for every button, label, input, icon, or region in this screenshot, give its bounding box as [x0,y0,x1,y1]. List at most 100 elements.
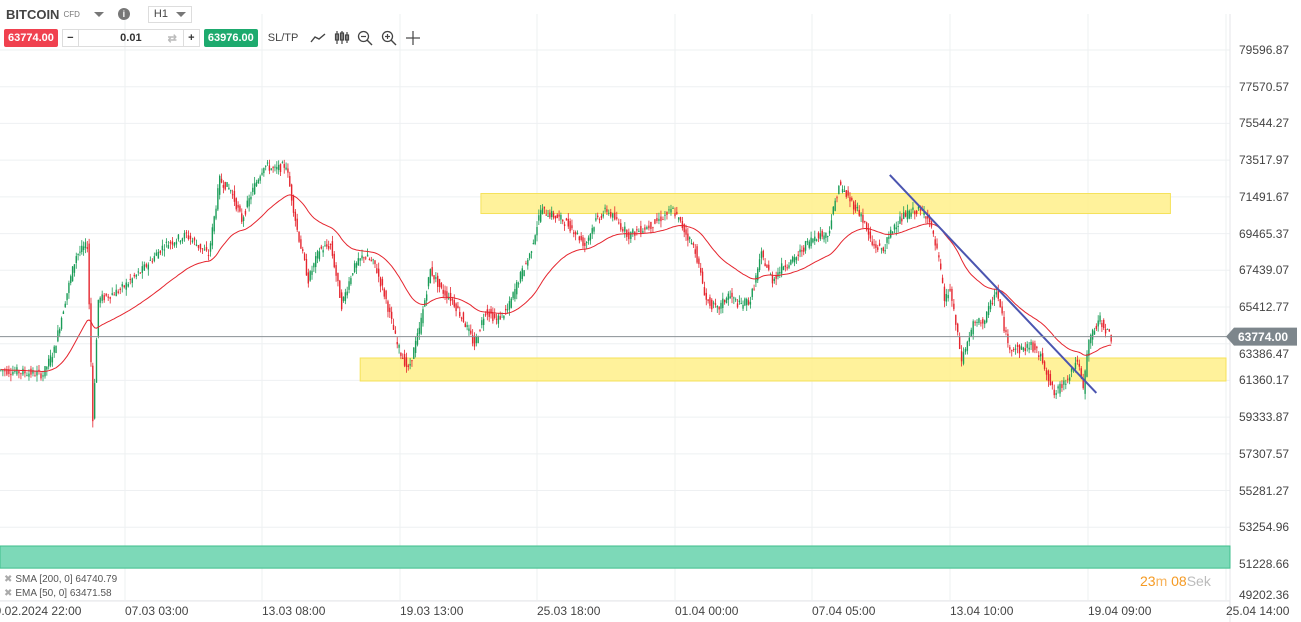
candle-body [947,294,949,299]
candle-body [569,221,571,232]
candle-body [1026,344,1028,348]
candle-body [543,206,546,209]
buy-button[interactable]: 63976.00 [203,29,258,47]
candle-body [468,328,470,332]
candle-body [248,198,250,207]
zoom-in-icon[interactable] [381,30,397,46]
candle-body [296,218,298,230]
support-zone [359,357,1227,382]
candle-body [1078,363,1081,367]
candle-body [656,218,658,222]
candle-body [398,344,400,348]
decrease-button[interactable]: − [63,30,79,46]
candle-body [1103,319,1105,329]
candle-body [230,190,232,192]
candle-body [884,250,886,252]
candle-body [149,259,152,261]
symbol-name[interactable]: BITCOIN [6,6,60,22]
candle-body [843,190,846,192]
candle-body [479,329,481,331]
sltp-button[interactable]: SL/TP [267,32,299,44]
candle-body [571,225,573,229]
candle-body [847,190,849,196]
candle-body [305,259,308,276]
y-tick-label: 51228.66 [1239,556,1290,571]
candle-body [552,212,555,218]
remove-indicator-icon[interactable]: ✖ [4,588,13,599]
candle-body [53,346,55,353]
candle-body [692,243,695,246]
candle-body [12,371,14,375]
candle-body [906,210,909,220]
increase-button[interactable]: + [182,30,199,46]
candle-body [71,266,74,282]
candle-body [618,222,620,224]
candle-body [729,296,731,299]
candle-body [24,371,26,374]
remove-indicator-icon[interactable]: ✖ [4,574,13,585]
candle-body [614,212,616,220]
candle-body [403,353,406,366]
zoom-out-icon[interactable] [357,30,373,46]
candle-body [828,230,831,234]
candle-body [880,248,883,250]
candle-body [974,321,976,323]
candle-body [133,274,135,277]
symbol-dropdown-icon[interactable] [93,11,104,17]
quantity-input[interactable]: 0.01 ⇄ [79,30,183,46]
chevron-down-icon [175,11,186,17]
timeframe-select[interactable]: H1 [147,5,192,23]
ema-line [0,194,1112,373]
x-tick-label: 19.03 13:00 [400,604,464,618]
candle-body [674,213,676,217]
candle-body [815,239,818,241]
candle-body [736,303,739,308]
candle-body [762,250,764,258]
candle-body [157,251,160,259]
sell-button[interactable]: 63774.00 [4,29,58,47]
candle-body [213,216,215,232]
candle-body [62,311,65,315]
candle-body [556,214,558,219]
candle-body [734,299,737,301]
candle-body [435,277,437,279]
line-chart-icon[interactable] [310,31,326,45]
candle-body [381,279,384,286]
candle-body [852,201,855,210]
candle-body [201,248,204,250]
candle-body [359,258,361,261]
candle-body [662,219,664,221]
candle-body [1007,333,1009,344]
candle-body [342,296,345,301]
candle-body [563,224,566,226]
swap-icon[interactable]: ⇄ [167,32,177,45]
info-icon[interactable]: i [117,8,130,20]
candle-body [92,365,94,422]
candle-body [38,369,40,371]
y-tick-label: 69465.37 [1239,226,1290,241]
candle-body [991,302,994,305]
candle-body [1036,346,1038,349]
candle-body [970,329,972,337]
candle-body [648,225,650,229]
candle-body [392,324,395,330]
candle-body [226,182,228,187]
candlestick-icon[interactable] [334,30,350,46]
candle-body [849,197,851,202]
candle-body [289,176,291,187]
candle-body [68,282,70,293]
candle-body [2,370,4,372]
candle-body [608,212,610,214]
candle-body [584,242,586,246]
candle-body [630,232,632,239]
candle-body [307,272,310,284]
candle-body [1099,315,1101,322]
candle-body [237,204,239,208]
candle-body [173,242,176,246]
crosshair-move-icon[interactable] [405,30,421,46]
candle-body [562,219,564,222]
candle-body [670,209,672,213]
candle-body [681,221,684,229]
candle-body [746,299,748,306]
